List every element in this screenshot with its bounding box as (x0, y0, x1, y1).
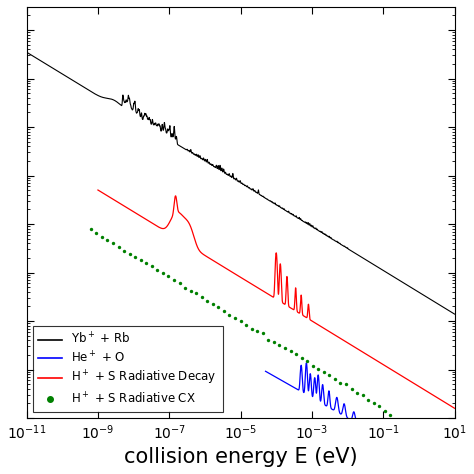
Point (209, 300, 217, 307)
Point (281, 344, 289, 352)
Point (270, 338, 278, 346)
Point (365, 396, 372, 404)
Point (198, 293, 206, 301)
Point (242, 321, 250, 328)
Point (92, 229, 100, 237)
Point (331, 375, 338, 383)
Point (298, 354, 305, 361)
Point (320, 369, 328, 376)
Point (109, 239, 117, 247)
Point (220, 307, 228, 314)
Point (287, 347, 294, 355)
Point (353, 389, 361, 397)
Point (137, 256, 145, 264)
Point (381, 407, 389, 414)
Point (275, 341, 283, 349)
Point (126, 250, 134, 257)
Point (314, 365, 322, 373)
Point (187, 287, 194, 294)
Point (104, 236, 111, 244)
Point (215, 303, 222, 311)
Point (203, 297, 211, 304)
Point (192, 289, 200, 297)
Point (375, 402, 383, 410)
Point (342, 381, 350, 388)
Point (303, 357, 311, 365)
Point (226, 311, 233, 319)
Point (170, 276, 178, 284)
X-axis label: collision energy E (eV): collision energy E (eV) (124, 447, 357, 467)
Point (143, 259, 150, 267)
Point (164, 272, 172, 280)
Point (264, 336, 272, 344)
Point (159, 269, 167, 277)
Point (115, 243, 122, 251)
Point (309, 362, 317, 369)
Point (326, 371, 333, 379)
Point (237, 317, 245, 325)
Legend: Yb$^+$ + Rb, He$^+$ + O, H$^+$ + S Radiative Decay, H$^+$ + S Radiative CX: Yb$^+$ + Rb, He$^+$ + O, H$^+$ + S Radia… (33, 326, 223, 412)
Point (370, 399, 377, 407)
Point (254, 328, 261, 335)
Point (98, 233, 106, 241)
Point (337, 379, 344, 387)
Point (182, 284, 189, 292)
Point (176, 279, 183, 287)
Point (292, 351, 300, 358)
Point (248, 326, 255, 333)
Point (87, 226, 95, 233)
Point (120, 247, 128, 255)
Point (259, 329, 266, 337)
Point (387, 410, 394, 418)
Point (359, 392, 366, 399)
Point (131, 253, 139, 261)
Point (348, 385, 356, 393)
Point (231, 314, 239, 321)
Point (148, 262, 155, 270)
Point (154, 266, 161, 274)
